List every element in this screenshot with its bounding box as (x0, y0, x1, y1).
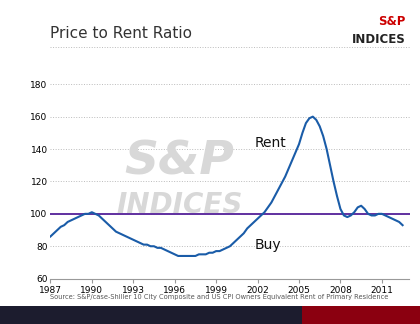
Text: INDICES: INDICES (116, 191, 243, 219)
Text: S&P: S&P (378, 15, 405, 28)
Text: Source: S&P/case-Shiller 10 City Composite and US CPI Owners Equivalent Rent of : Source: S&P/case-Shiller 10 City Composi… (50, 294, 389, 300)
Text: S&P: S&P (125, 140, 235, 184)
Text: INDICES: INDICES (352, 33, 405, 46)
Text: Price to Rent Ratio: Price to Rent Ratio (50, 26, 192, 40)
Text: Buy: Buy (255, 238, 281, 252)
Bar (302, 306, 420, 324)
Text: Rent: Rent (255, 136, 286, 150)
